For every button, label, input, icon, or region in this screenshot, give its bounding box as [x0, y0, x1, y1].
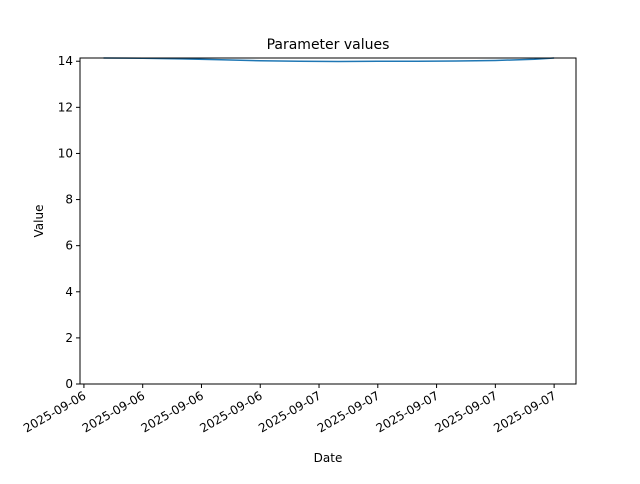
y-tick-label: 12	[58, 100, 73, 114]
x-tick-label: 2025-09-06	[139, 388, 206, 435]
axes-frame	[79, 57, 577, 385]
y-tick-label: 0	[65, 377, 73, 391]
x-tick-label: 2025-09-07	[315, 388, 382, 435]
x-tick-label: 2025-09-07	[491, 388, 558, 435]
y-axis-label: Value	[32, 205, 46, 238]
y-tick-label: 2	[65, 331, 73, 345]
y-tick-label: 6	[65, 239, 73, 253]
x-tick-label: 2025-09-07	[256, 388, 323, 435]
x-tick-label: 2025-09-07	[374, 388, 441, 435]
chart-title: Parameter values	[267, 37, 390, 53]
x-tick-label: 2025-09-06	[80, 388, 147, 435]
x-tick-label: 2025-09-06	[21, 388, 88, 435]
x-axis-label: Date	[314, 451, 343, 465]
y-tick-label: 10	[58, 146, 73, 160]
data-line	[103, 57, 555, 63]
y-tick-label: 4	[65, 285, 73, 299]
x-tick-label: 2025-09-06	[197, 388, 264, 435]
x-tick-label: 2025-09-07	[432, 388, 499, 435]
y-tick-label: 14	[58, 54, 73, 68]
y-tick-label: 8	[65, 193, 73, 207]
